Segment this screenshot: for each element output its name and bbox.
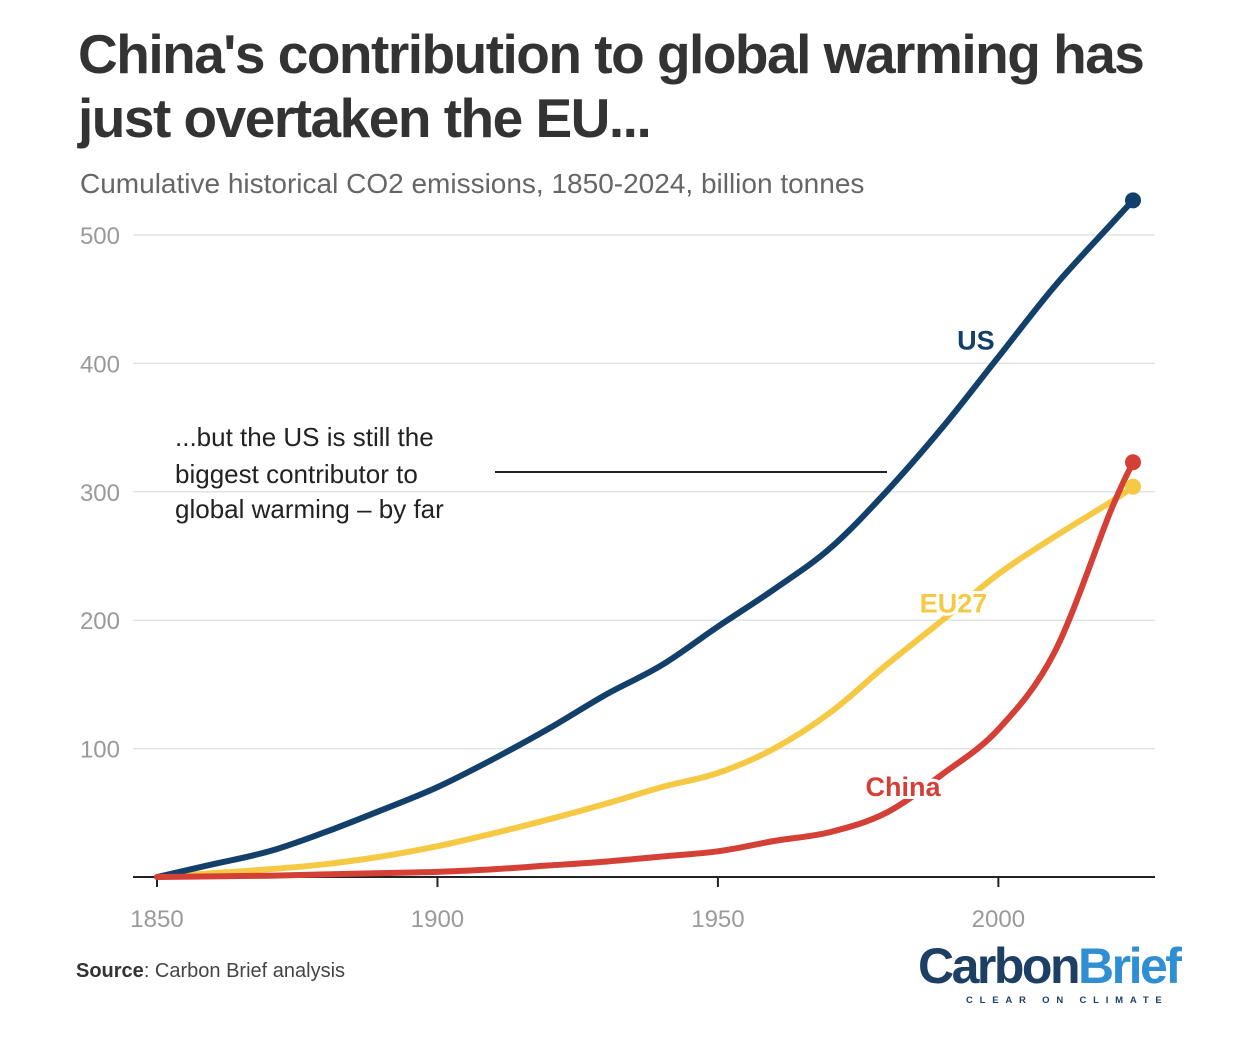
series-endpoint-eu27 xyxy=(1125,478,1141,495)
series-lines xyxy=(154,197,1136,880)
chart-subtitle: Cumulative historical CO2 emissions, 185… xyxy=(80,168,865,199)
logo-wordmark: CarbonBrief xyxy=(918,938,1182,994)
series-endpoints xyxy=(1125,192,1141,495)
chart-title: China's contribution to global warming h… xyxy=(78,23,1145,149)
grid-lines xyxy=(133,234,1155,750)
series-label-eu27: EU27 xyxy=(920,589,988,619)
logo-word-brief: Brief xyxy=(1078,938,1182,994)
annotation-line-1: ...but the US is still the xyxy=(175,422,434,452)
series-line-eu27 xyxy=(154,483,1136,880)
carbon-brief-logo: CarbonBrief CLEAR ON CLIMATE xyxy=(918,938,1182,1008)
series-labels: US EU27 China xyxy=(863,322,998,805)
logo-word-carbon: Carbon xyxy=(918,938,1081,994)
y-axis-ticks: 100 200 300 400 500 xyxy=(80,223,120,764)
annotation: ...but the US is still the biggest contr… xyxy=(175,422,887,524)
source-text: : Carbon Brief analysis xyxy=(143,960,346,982)
x-tick-label: 1900 xyxy=(411,906,464,933)
series-endpoint-us xyxy=(1125,192,1141,209)
series-label-china: China xyxy=(866,772,942,802)
y-tick-label: 300 xyxy=(80,480,120,507)
series-endpoint-china xyxy=(1125,454,1141,471)
series-line-china xyxy=(154,459,1136,880)
y-tick-label: 200 xyxy=(80,608,120,635)
x-tick-label: 1850 xyxy=(130,906,183,933)
series-label-us: US xyxy=(957,325,995,355)
x-axis-ticks: 1850 1900 1950 2000 xyxy=(130,877,1025,933)
series-line-us xyxy=(154,197,1136,880)
annotation-line-2: biggest contributor to xyxy=(175,459,418,489)
y-tick-label: 500 xyxy=(80,223,120,250)
line-chart: 100 200 300 400 500 1850 1900 1950 2000 US EU27 C… xyxy=(80,192,1155,933)
y-tick-label: 100 xyxy=(80,737,120,764)
x-tick-label: 2000 xyxy=(972,906,1025,933)
x-tick-label: 1950 xyxy=(691,906,744,933)
y-tick-label: 400 xyxy=(80,351,120,378)
source-label: Source xyxy=(76,960,144,982)
annotation-line-3: global warming – by far xyxy=(175,494,444,524)
logo-tagline: CLEAR ON CLIMATE xyxy=(966,995,1169,1006)
source-note: Source: Carbon Brief analysis xyxy=(76,960,345,983)
